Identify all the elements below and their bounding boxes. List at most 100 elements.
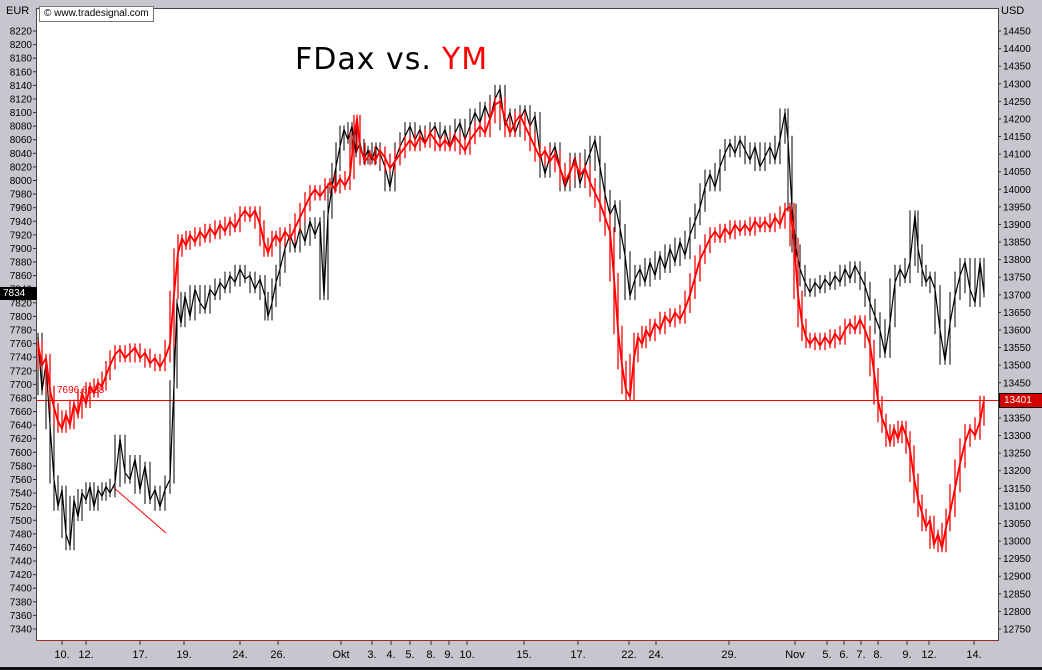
right-axis-tick-label: 14100 xyxy=(1003,150,1031,161)
right-axis-tick-label: 13200 xyxy=(1003,466,1031,477)
left-axis-tick-label: 7820 xyxy=(10,298,33,309)
left-axis-tick-label: 7900 xyxy=(10,244,33,255)
left-axis-tick-label: 7520 xyxy=(10,502,33,513)
left-axis-tick-label: 7480 xyxy=(10,529,33,540)
right-axis-tick-label: 12900 xyxy=(1003,572,1031,583)
left-axis-tick-label: 7340 xyxy=(10,625,33,636)
right-axis-tick-label: 14000 xyxy=(1003,185,1031,196)
right-axis-tick-label: 14200 xyxy=(1003,114,1031,125)
left-axis-tick-label: 8180 xyxy=(10,54,33,65)
right-axis-tick-label: 13800 xyxy=(1003,255,1031,266)
date-axis-label: 4. xyxy=(386,649,395,661)
chart-title-ym: YM xyxy=(441,42,489,77)
right-axis-tick-label: 13500 xyxy=(1003,361,1031,372)
left-axis-tick-label: 7700 xyxy=(10,380,33,391)
left-axis-tick-label: 7920 xyxy=(10,230,33,241)
right-axis-tick-label: 14250 xyxy=(1003,97,1031,108)
date-axis-label: Okt xyxy=(332,649,349,661)
left-axis-tick-label: 7540 xyxy=(10,489,33,500)
right-axis-tick-label: 14400 xyxy=(1003,44,1031,55)
right-axis-tick-label: 12750 xyxy=(1003,625,1031,636)
left-axis-tick-label: 7980 xyxy=(10,190,33,201)
left-axis-tick-label: 8020 xyxy=(10,162,33,173)
hline-value-label: 7696.6928 xyxy=(57,385,105,396)
right-axis-tick-label: 13900 xyxy=(1003,220,1031,231)
date-axis-label: 10. xyxy=(459,649,474,661)
date-axis-label: 3. xyxy=(367,649,376,661)
left-axis-currency-label: EUR xyxy=(6,5,30,17)
left-axis-tick-label: 7440 xyxy=(10,557,33,568)
left-axis-tick-label: 7960 xyxy=(10,203,33,214)
left-axis-tick-label: 7620 xyxy=(10,434,33,445)
date-axis-label: 24. xyxy=(232,649,247,661)
date-axis-label: 17. xyxy=(570,649,585,661)
chart-title-fdax: FDax vs. xyxy=(295,42,432,77)
date-axis-label: 14. xyxy=(966,649,981,661)
window-bottom-edge xyxy=(0,667,1042,670)
right-axis-tick-label: 13300 xyxy=(1003,431,1031,442)
right-axis-tick-label: 13950 xyxy=(1003,202,1031,213)
left-axis-tick-label: 7740 xyxy=(10,353,33,364)
date-axis-label: 26. xyxy=(270,649,285,661)
date-axis-label: 12. xyxy=(921,649,936,661)
ym-last-price-marker: 13401 xyxy=(999,393,1042,408)
right-axis-tick-label: 13700 xyxy=(1003,290,1031,301)
date-axis-label: 24. xyxy=(648,649,663,661)
right-axis-tick-label: 14350 xyxy=(1003,62,1031,73)
left-axis-tick-label: 8000 xyxy=(10,176,33,187)
left-axis-tick-label: 7780 xyxy=(10,326,33,337)
right-axis-tick-label: 13550 xyxy=(1003,343,1031,354)
date-axis-label: 7. xyxy=(856,649,865,661)
right-axis-tick-label: 13250 xyxy=(1003,449,1031,460)
right-axis-tick-label: 14300 xyxy=(1003,79,1031,90)
plot-area xyxy=(36,8,999,641)
left-axis-tick-label: 7560 xyxy=(10,475,33,486)
date-axis-label: 8. xyxy=(873,649,882,661)
right-axis-tick-label: 14050 xyxy=(1003,167,1031,178)
date-axis-label: 6. xyxy=(839,649,848,661)
left-axis-tick-label: 8100 xyxy=(10,108,33,119)
right-axis-tick-label: 13450 xyxy=(1003,378,1031,389)
left-axis-tick-label: 7760 xyxy=(10,339,33,350)
right-axis-tick-label: 13650 xyxy=(1003,308,1031,319)
left-axis-tick-label: 7680 xyxy=(10,394,33,405)
date-axis-label: 10. xyxy=(54,649,69,661)
right-axis-tick-label: 14450 xyxy=(1003,27,1031,38)
date-axis-label: 12. xyxy=(78,649,93,661)
date-axis-label: 15. xyxy=(516,649,531,661)
left-axis-tick-label: 8220 xyxy=(10,27,33,38)
chart-title: FDax vs. YM xyxy=(295,42,488,77)
left-axis-tick-label: 7460 xyxy=(10,543,33,554)
left-axis-tick-label: 8080 xyxy=(10,122,33,133)
left-axis-tick-label: 8140 xyxy=(10,81,33,92)
left-axis-tick-label: 7580 xyxy=(10,461,33,472)
left-axis-tick-label: 7420 xyxy=(10,570,33,581)
right-axis-tick-label: 13600 xyxy=(1003,326,1031,337)
date-axis-label: 9. xyxy=(902,649,911,661)
right-axis-tick-label: 13050 xyxy=(1003,519,1031,530)
left-axis-tick-label: 7800 xyxy=(10,312,33,323)
left-axis-tick-label: 7380 xyxy=(10,597,33,608)
left-axis-tick-label: 7640 xyxy=(10,421,33,432)
left-axis-tick-label: 7360 xyxy=(10,611,33,622)
left-axis-tick-label: 8160 xyxy=(10,67,33,78)
date-axis-label: Nov xyxy=(785,649,805,661)
date-axis-label: 5. xyxy=(822,649,831,661)
left-axis-tick-label: 8040 xyxy=(10,149,33,160)
right-axis-tick-label: 12950 xyxy=(1003,554,1031,565)
left-axis-tick-label: 8120 xyxy=(10,95,33,106)
date-axis-label: 29. xyxy=(721,649,736,661)
right-axis-tick-label: 12800 xyxy=(1003,607,1031,618)
right-axis-tick-label: 13750 xyxy=(1003,273,1031,284)
date-axis-label: 19. xyxy=(176,649,191,661)
left-axis-tick-label: 7720 xyxy=(10,366,33,377)
right-axis-tick-label: 13150 xyxy=(1003,484,1031,495)
left-axis-tick-label: 7600 xyxy=(10,448,33,459)
right-axis-tick-label: 12850 xyxy=(1003,589,1031,600)
date-axis-label: 9. xyxy=(444,649,453,661)
date-axis-label: 22. xyxy=(621,649,636,661)
left-axis-tick-label: 7660 xyxy=(10,407,33,418)
date-axis-label: 8. xyxy=(426,649,435,661)
